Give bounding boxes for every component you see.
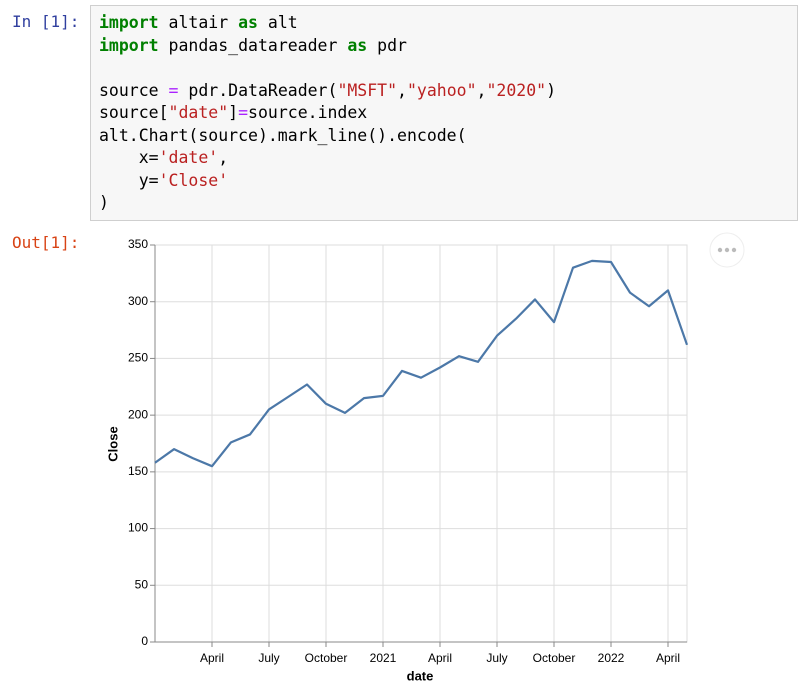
y-tick-label: 250: [128, 351, 148, 365]
y-axis-label: Close: [105, 426, 120, 461]
code-token: source[: [99, 103, 169, 122]
code-token: "2020": [486, 80, 547, 100]
y-tick-label: 150: [128, 464, 148, 478]
code-token: pandas_datareader: [158, 35, 348, 55]
y-tick-label: 200: [128, 407, 148, 421]
y-tick-label: 300: [128, 294, 148, 308]
code-token: "MSFT": [337, 80, 398, 100]
y-tick-label: 100: [128, 521, 148, 535]
plot-area: [154, 244, 688, 643]
code-line: y='Close': [99, 170, 556, 193]
x-tick-label: July: [258, 651, 279, 665]
input-prompt: In [1]:: [12, 12, 80, 31]
code-token: ): [99, 193, 109, 212]
code-token: alt.Chart(source).mark_line().encode(: [99, 125, 467, 145]
x-tick-label: April: [428, 651, 452, 665]
code-token: source.index: [248, 103, 368, 122]
x-tick-label: April: [200, 651, 224, 665]
menu-dots: [717, 247, 737, 253]
code-token: as: [347, 35, 368, 55]
x-tick-label: 2022: [598, 651, 625, 665]
code-line: alt.Chart(source).mark_line().encode(: [99, 125, 556, 148]
code-token: alt: [257, 13, 298, 32]
code-token: =: [168, 80, 179, 100]
x-tick-label: October: [305, 651, 348, 665]
code-line: ): [99, 192, 556, 215]
code-token: altair: [158, 13, 239, 32]
chart: date Close 0 50 100 150 200 250 300 350 April Jul…: [105, 232, 745, 683]
code-token: "date": [168, 103, 229, 122]
x-tick-label: 2021: [370, 651, 397, 665]
code-line: import pandas_datareader as pdr: [99, 35, 556, 58]
x-tick-label: October: [533, 651, 576, 665]
code-token: ): [546, 80, 557, 100]
output-prompt: Out[1]:: [12, 233, 80, 252]
code-token: "yahoo": [406, 80, 477, 100]
code-line: import altair as alt: [99, 12, 556, 35]
code-token: import: [99, 35, 159, 55]
code: import altair as alt import pandas_datare…: [99, 12, 556, 215]
code-token: =: [238, 103, 249, 122]
code-token: y=: [99, 170, 159, 190]
code-cell[interactable]: import altair as alt import pandas_datare…: [90, 5, 798, 221]
y-tick-label: 0: [141, 634, 148, 648]
line: [154, 259, 689, 468]
x-tick-label: April: [656, 651, 680, 665]
code-token: ,: [476, 80, 487, 100]
code-token: pdr.DataReader(: [178, 80, 338, 100]
code-token: ]: [228, 103, 239, 122]
code-token: pdr: [367, 35, 407, 55]
code-line: x='date',: [99, 147, 556, 170]
code-token: ,: [397, 80, 407, 100]
code-token: 'date': [158, 148, 219, 167]
code-token: source: [99, 80, 169, 100]
code-line: source = pdr.DataReader("MSFT","yahoo","…: [99, 80, 556, 103]
y-tick-label: 350: [128, 237, 148, 251]
x-axis-label: date: [407, 668, 434, 683]
y-tick-label: 50: [135, 577, 149, 591]
code-token: 'Close': [158, 170, 229, 190]
x-tick-label: July: [486, 651, 507, 665]
code-token: as: [238, 13, 258, 32]
code-token: x=: [99, 148, 159, 167]
code-line: [99, 57, 556, 80]
code-token: ,: [218, 148, 229, 167]
code-line: source["date"]=source.index: [99, 102, 556, 125]
code-token: import: [99, 13, 159, 32]
